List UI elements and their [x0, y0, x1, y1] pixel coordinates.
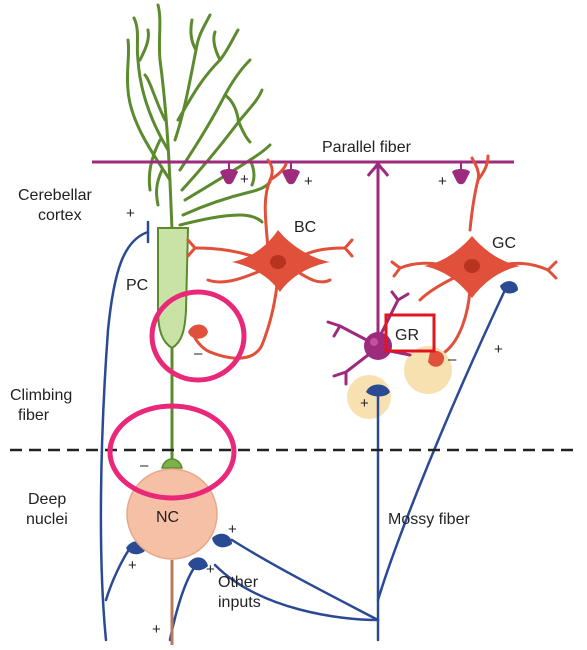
label-bc: BC [294, 219, 316, 236]
golgi-terminal [428, 350, 445, 367]
sign-plus-nc-1: + [128, 557, 137, 574]
purkinje-dendrites [125, 3, 272, 232]
label-fiber: fiber [18, 407, 50, 424]
sign-plus-nc-2: + [206, 561, 215, 578]
nc-cell-body [126, 468, 218, 560]
sign-minus-pc: – [140, 457, 149, 474]
purkinje-cell-body [157, 227, 190, 350]
sign-minus-bc: – [194, 345, 203, 362]
basket-cell-terminal [188, 324, 208, 339]
golgi-terminal-halo [404, 346, 452, 394]
nc-input-terminal-2 [188, 557, 208, 571]
gr-highlight-box [384, 313, 436, 353]
granule-cell-body [364, 332, 392, 360]
sign-plus-cf: + [126, 205, 135, 222]
nc-input-terminal-3 [212, 533, 232, 548]
sign-plus-pf-2: + [304, 173, 313, 190]
sign-plus-output: + [152, 621, 161, 638]
label-inputs: inputs [218, 594, 261, 611]
label-cortex: cortex [38, 207, 82, 224]
mossy-terminal-golgi [500, 281, 518, 294]
label-deep: Deep [28, 491, 66, 508]
label-other: Other [218, 574, 259, 591]
mossy-terminal [366, 384, 390, 397]
sign-minus-gc: – [448, 351, 457, 368]
sign-plus-mossy-gc: + [494, 341, 503, 358]
parallel-fiber [92, 160, 514, 340]
highlight-circle-upper [149, 289, 247, 383]
highlight-circle-lower [107, 403, 237, 501]
purkinje-terminal [161, 458, 183, 469]
label-nc: NC [156, 509, 179, 526]
sign-plus-nc-3: + [228, 521, 237, 538]
mossy-fiber [213, 288, 507, 642]
label-parallel-fiber: Parallel fiber [322, 139, 412, 156]
label-mossy-fiber: Mossy fiber [388, 511, 470, 528]
label-cerebellar: Cerebellar [18, 187, 92, 204]
sign-plus-pf-1: + [240, 171, 249, 188]
parallel-fiber-synapses [220, 162, 470, 185]
label-gc: GC [492, 235, 516, 252]
sign-plus-pf-3: + [438, 173, 447, 190]
label-gr: GR [395, 327, 419, 344]
basket-cell [186, 158, 354, 360]
label-pc: PC [126, 277, 148, 294]
sign-plus-mossy: + [360, 395, 369, 412]
label-nuclei: nuclei [26, 511, 68, 528]
mossy-terminal-halo [347, 375, 391, 419]
label-climbing: Climbing [10, 387, 72, 404]
